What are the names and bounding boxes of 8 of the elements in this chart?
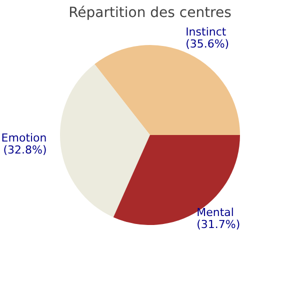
slice-label: Emotion [1, 132, 47, 145]
slice-label: Instinct [186, 26, 227, 39]
data-label: (32.8%) [3, 144, 47, 157]
data-label: (31.7%) [196, 218, 240, 232]
slice-label: Mental [196, 206, 234, 220]
pie-slice [60, 64, 150, 218]
data-label: (35.6%) [186, 38, 230, 51]
chart-title: Répartition des centres [68, 5, 232, 21]
